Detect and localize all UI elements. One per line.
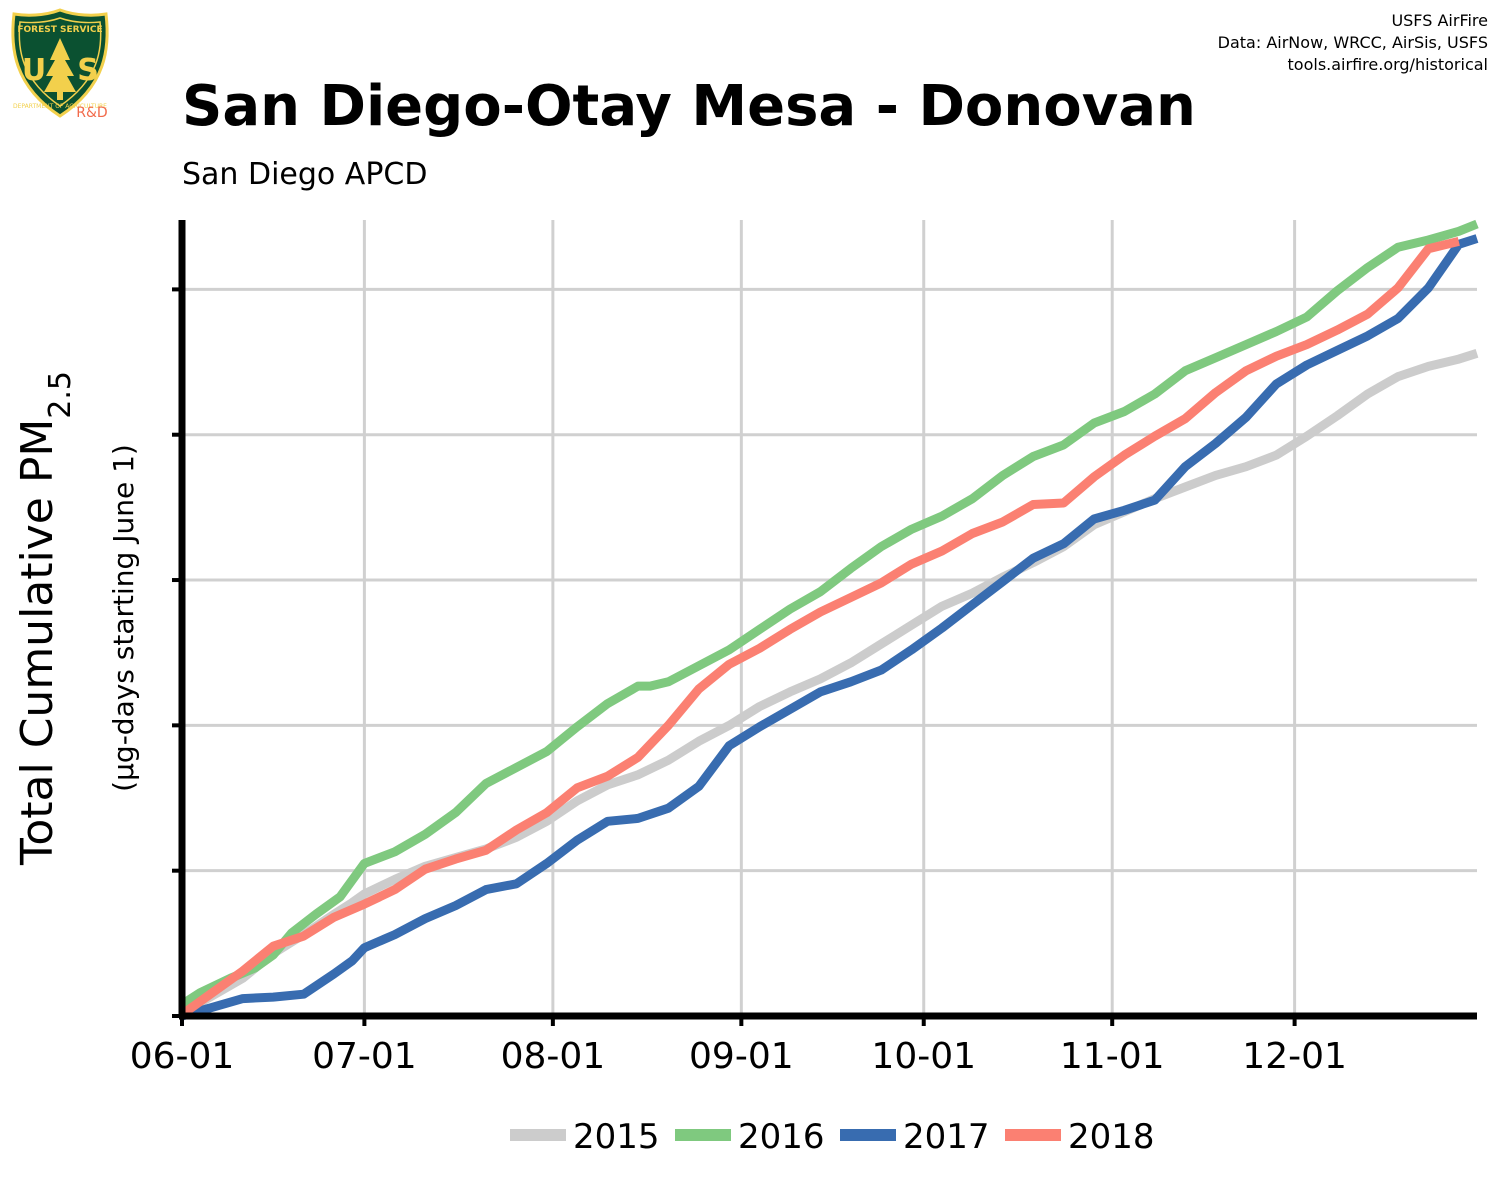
x-tick-label: 11-01 xyxy=(1060,1036,1165,1077)
x-tick-label: 08-01 xyxy=(501,1036,606,1077)
usfs-shield-icon: FOREST SERVICE U S DEPARTMENT OF AGRICUL… xyxy=(11,8,109,121)
usfs-shield-logo: FOREST SERVICE U S DEPARTMENT OF AGRICUL… xyxy=(8,8,112,121)
y-axis-units: (µg-days starting June 1) xyxy=(107,444,140,792)
series-line-2015 xyxy=(179,349,1479,1018)
y-axis-label: Total Cumulative PM2.5 (µg-days starting… xyxy=(12,371,140,866)
grid-lines xyxy=(182,220,1477,1016)
chart-title: San Diego-Otay Mesa - Donovan xyxy=(182,74,1196,139)
legend-label-2017: 2017 xyxy=(903,1117,990,1157)
series-line-2018 xyxy=(179,237,1460,1019)
x-tick-label: 06-01 xyxy=(130,1036,235,1077)
x-tick-label: 09-01 xyxy=(689,1036,794,1077)
legend-label-2015: 2015 xyxy=(573,1117,660,1157)
logo-tree-icon xyxy=(44,38,76,92)
series-lines xyxy=(179,219,1479,1021)
legend-label-2016: 2016 xyxy=(738,1117,825,1157)
x-tick-labels: 06-01 07-01 08-01 09-01 10-01 11-01 12-01 xyxy=(130,1036,1347,1077)
credit-line: Data: AirNow, WRCC, AirSis, USFS xyxy=(1217,33,1488,52)
credit-block: USFS AirFire Data: AirNow, WRCC, AirSis,… xyxy=(1218,10,1488,76)
series-line-2017 xyxy=(180,234,1479,1021)
logo-rd-tag: R&D xyxy=(76,105,107,120)
credit-line: tools.airfire.org/historical xyxy=(1287,55,1488,74)
series-line-2016 xyxy=(179,219,1479,1009)
y-axis-title: Total Cumulative PM2.5 xyxy=(12,371,78,866)
x-tick-label: 07-01 xyxy=(312,1036,417,1077)
logo-u-letter: U xyxy=(22,53,46,88)
x-tick-label: 12-01 xyxy=(1242,1036,1347,1077)
x-tick-label: 10-01 xyxy=(871,1036,976,1077)
logo-top-text: FOREST SERVICE xyxy=(17,25,102,35)
legend-label-2018: 2018 xyxy=(1068,1117,1155,1157)
logo-s-letter: S xyxy=(77,53,99,88)
credit-line: USFS AirFire xyxy=(1391,11,1488,30)
chart-subtitle: San Diego APCD xyxy=(182,157,428,192)
legend: 2015 2016 2017 2018 xyxy=(510,1117,1155,1157)
logo-bottom-text: DEPARTMENT OF AGRICULTURE xyxy=(13,103,107,110)
axes xyxy=(172,220,1477,1026)
